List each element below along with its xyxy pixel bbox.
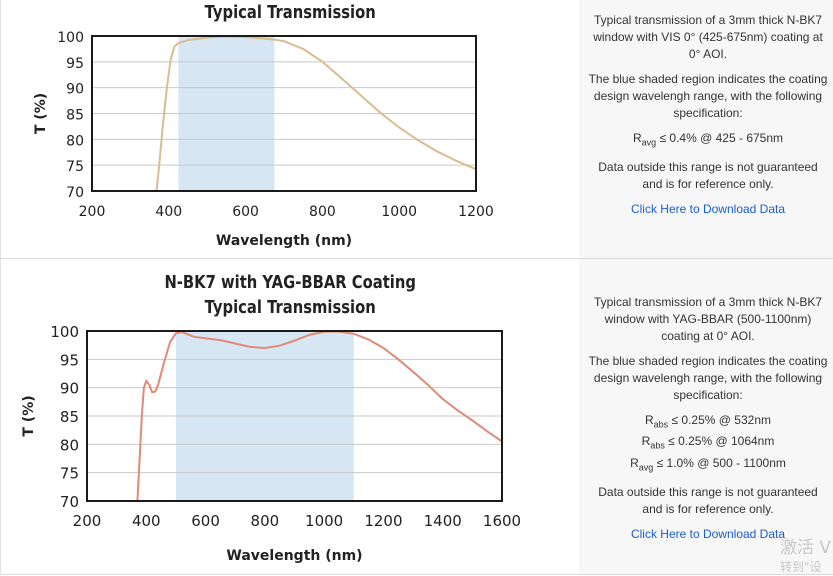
spec-symbol: R — [641, 434, 651, 449]
x-tick-label: 400 — [132, 512, 161, 530]
y-tick-label: 90 — [60, 380, 79, 398]
x-tick-label: 1200 — [458, 204, 494, 220]
activation-watermark-hint: 转到"设 — [780, 560, 822, 574]
spec-value: ≤ 1.0% @ 500 - 1100nm — [653, 455, 786, 470]
x-tick-label: 1200 — [364, 512, 402, 530]
spec-subscript: avg — [641, 137, 657, 148]
x-tick-label: 200 — [79, 204, 106, 220]
description-1-specs: Ravg ≤ 0.4% @ 425 - 675nm — [587, 130, 829, 151]
x-tick-label: 1600 — [483, 512, 521, 530]
plot-frame — [91, 35, 477, 192]
x-tick-label: 200 — [73, 512, 102, 530]
description-1-para1: Typical transmission of a 3mm thick N-BK… — [593, 13, 823, 61]
y-tick-label: 95 — [66, 56, 84, 72]
chart-cell-1: Typical Transmission 70 75 80 85 90 95 100 200 4… — [0, 0, 580, 258]
chart-2-title-line2: Typical Transmission — [204, 297, 376, 318]
download-data-link-1[interactable]: Click Here to Download Data — [630, 202, 786, 217]
y-tick-label: 100 — [57, 30, 84, 46]
x-tick-label: 400 — [155, 204, 182, 220]
transmission-curve — [155, 36, 476, 191]
y-tick-label: 85 — [66, 108, 84, 124]
spec-symbol: R — [632, 131, 642, 145]
description-2: Typical transmission of a 3mm thick N-BK… — [587, 294, 829, 551]
y-tick-label: 80 — [60, 436, 79, 454]
spec-symbol: R — [630, 455, 639, 470]
y-axis-label: T (%) — [21, 395, 37, 436]
description-1-para2: The blue shaded region indicates the coa… — [588, 72, 828, 120]
description-2-specs: Rabs ≤ 0.25% @ 532nm Rabs ≤ 0.25% @ 1064n… — [587, 412, 829, 476]
y-tick-label: 90 — [66, 82, 84, 98]
y-tick-label: 70 — [66, 185, 84, 201]
spec-value: ≤ 0.25% @ 1064nm — [664, 434, 775, 449]
x-tick-label: 1400 — [424, 512, 462, 530]
description-cell-1: Typical transmission of a 3mm thick N-BK… — [579, 0, 833, 258]
description-2-para3: Data outside this range is not guarantee… — [598, 485, 818, 517]
y-axis-label: T (%) — [33, 93, 49, 134]
y-tick-label: 75 — [60, 465, 79, 483]
chart-row-1: Typical Transmission 70 75 80 85 90 95 100 200 4… — [0, 0, 833, 259]
description-2-para2: The blue shaded region indicates the coa… — [588, 354, 828, 402]
spec-subscript: avg — [638, 462, 654, 473]
description-cell-2: Typical transmission of a 3mm thick N-BK… — [579, 259, 833, 574]
spec-value: ≤ 0.4% @ 425 - 675nm — [656, 131, 784, 145]
spec-line: Rabs ≤ 0.25% @ 1064nm — [587, 433, 829, 454]
description-1: Typical transmission of a 3mm thick N-BK… — [587, 12, 829, 226]
x-tick-label: 1000 — [305, 512, 343, 530]
description-2-para1: Typical transmission of a 3mm thick N-BK… — [593, 295, 823, 343]
chart-1-title: Typical Transmission — [204, 2, 376, 23]
x-tick-label: 600 — [232, 204, 259, 220]
chart-cell-2: N-BK7 with YAG-BBAR Coating Typical Tran… — [0, 259, 580, 574]
x-axis-label: Wavelength (nm) — [216, 233, 352, 249]
x-tick-label: 600 — [191, 512, 220, 530]
y-tick-label: 75 — [66, 159, 84, 175]
x-tick-label: 800 — [251, 512, 280, 530]
spec-subscript: abs — [653, 419, 669, 430]
spec-value: ≤ 0.25% @ 532nm — [668, 413, 772, 427]
description-1-para3: Data outside this range is not guarantee… — [598, 160, 818, 192]
spec-line: Ravg ≤ 0.4% @ 425 - 675nm — [587, 130, 829, 151]
spec-subscript: abs — [650, 440, 665, 451]
chart-2-title-line1: N-BK7 with YAG-BBAR Coating — [164, 272, 416, 293]
spec-line: Ravg ≤ 1.0% @ 500 - 1100nm — [587, 455, 829, 476]
y-tick-label: 85 — [60, 408, 79, 426]
chart-row-2: N-BK7 with YAG-BBAR Coating Typical Tran… — [0, 259, 833, 575]
chart-2-svg: 70 75 80 85 90 95 100 200 400 600 800 1000 1200 1400 1… — [21, 323, 521, 564]
chart-1-svg: 70 75 80 85 90 95 100 200 400 600 800 1000 1200 Wavel… — [33, 30, 494, 249]
y-tick-label: 70 — [60, 493, 79, 511]
download-data-link-2[interactable]: Click Here to Download Data — [630, 527, 786, 542]
transmission-curve — [136, 331, 502, 501]
x-axis-label: Wavelength (nm) — [226, 548, 362, 564]
x-tick-label: 800 — [309, 204, 336, 220]
y-tick-label: 80 — [66, 133, 84, 149]
activation-watermark: 激活 V — [780, 538, 832, 558]
spec-line: Rabs ≤ 0.25% @ 532nm — [587, 412, 829, 433]
spec-symbol: R — [644, 413, 654, 427]
y-tick-label: 100 — [50, 323, 79, 341]
x-tick-label: 1000 — [381, 204, 417, 220]
plot-frame — [86, 330, 503, 502]
y-tick-label: 95 — [60, 351, 79, 369]
